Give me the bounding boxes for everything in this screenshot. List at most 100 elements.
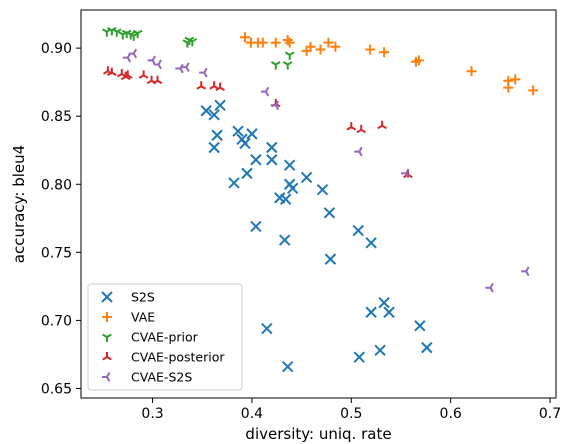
data-point [266,141,278,154]
data-point [521,266,530,277]
data-point [209,81,219,90]
data-point [111,28,122,37]
data-point [239,137,251,150]
x-tick-label: 0.6 [440,406,462,422]
data-point [122,52,132,63]
data-point [214,99,226,112]
axes: 0.3 0.4 0.5 0.6 0.7 0.65 0.70 0.75 0.80 0.85 0.90 d… [10,9,561,443]
data-point [257,37,268,48]
data-point [241,167,253,180]
x-tick-label: 0.3 [141,406,163,422]
data-point [466,66,477,77]
data-point [208,141,220,154]
data-point [208,109,220,121]
legend: S2S VAE CVAE-prior CVAE-posterior CVAE-S2S [87,283,243,391]
data-point [528,85,539,96]
data-point [270,61,281,70]
legend-marker [102,372,111,382]
data-point [286,182,299,195]
data-point [323,37,334,48]
data-point [132,29,143,39]
data-point [211,129,223,141]
data-point [232,125,244,137]
data-point [282,61,293,70]
data-point [377,120,387,130]
data-point [138,70,149,79]
legend-marker [102,352,112,361]
y-axis-label: accuracy: bleu4 [10,145,28,263]
data-point [261,322,273,335]
data-point [315,44,326,55]
data-point [228,177,240,189]
legend-label: CVAE-S2S [131,370,192,385]
y-tick-label: 0.90 [41,41,72,57]
y-tick-label: 0.65 [41,381,72,397]
data-point [378,296,390,309]
data-point [246,128,258,140]
data-point [270,100,280,111]
x-axis-label: diversity: uniq. rate [245,425,391,443]
data-point [379,47,390,58]
x-tick-label: 0.7 [539,406,561,422]
data-point [330,41,341,52]
data-point [284,37,295,48]
data-point [279,193,292,205]
data-point [414,320,426,332]
data-point [356,124,367,134]
data-point [346,122,357,131]
data-point [365,306,377,318]
data-point [270,37,281,48]
data-point [316,183,329,196]
data-point [239,32,250,43]
data-point [284,51,295,60]
legend-label: VAE [131,310,155,325]
data-point [122,70,133,79]
data-point [400,168,410,179]
data-point [128,48,138,59]
data-point [279,234,291,246]
data-point [175,63,184,74]
series-cvae-prior [102,27,295,70]
legend-label: CVAE-prior [131,330,199,345]
legend-label: CVAE-posterior [131,350,225,365]
x-tick-label: 0.5 [340,406,362,422]
data-point [421,341,433,354]
legend-label: S2S [131,290,155,305]
data-point [153,59,162,70]
data-point [187,37,198,47]
data-point [283,159,296,171]
data-point [485,282,494,293]
data-point [510,74,521,85]
y-tick-label: 0.85 [41,109,72,125]
data-point [354,146,363,157]
data-point [281,360,294,373]
data-point [147,55,156,66]
y-tick-label: 0.80 [41,177,72,193]
data-point [352,224,364,237]
y-tick-label: 0.75 [41,245,72,261]
legend-marker [102,312,112,322]
data-point [353,351,365,363]
legend-marker [101,291,113,303]
data-point [250,220,262,233]
data-point [503,82,514,93]
series-cvae-s2s [122,48,530,293]
data-point [413,55,424,66]
data-point [300,171,313,184]
data-point [266,154,278,166]
data-point [106,67,117,76]
y-tick-label: 0.70 [41,313,72,329]
data-point [365,44,376,55]
data-point [383,306,395,318]
data-point [215,82,225,91]
data-point [374,344,386,357]
data-point [323,207,336,219]
data-point [305,41,316,52]
data-point [152,75,163,85]
x-tick-label: 0.4 [241,406,263,422]
data-point [200,105,212,117]
data-point [324,253,337,265]
data-point [260,86,270,97]
